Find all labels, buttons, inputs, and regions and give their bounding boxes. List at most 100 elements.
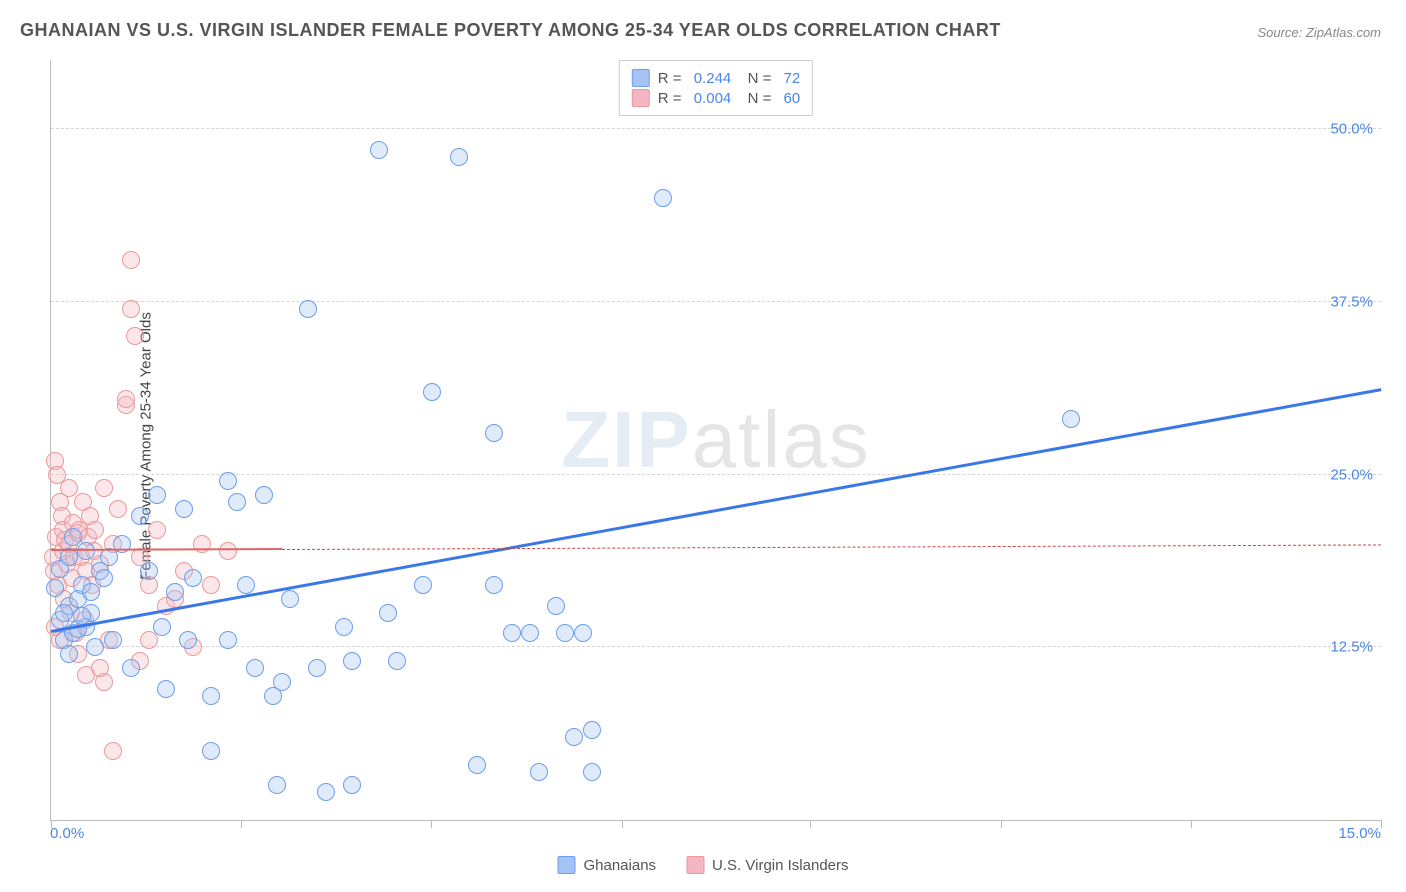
x-tick: [622, 820, 623, 828]
data-point: [184, 569, 202, 587]
stats-legend: R = 0.244 N = 72 R = 0.004 N = 60: [619, 60, 813, 116]
data-point: [95, 569, 113, 587]
gridline-h: [51, 128, 1381, 129]
trendline: [282, 544, 1381, 550]
data-point: [521, 624, 539, 642]
data-point: [202, 742, 220, 760]
y-tick-label: 12.5%: [1330, 639, 1373, 656]
gridline-h: [51, 646, 1381, 647]
swatch-series-0: [632, 69, 650, 87]
trendline: [51, 389, 1382, 634]
data-point: [140, 631, 158, 649]
data-point: [237, 576, 255, 594]
stats-r-0: 0.244: [694, 70, 732, 87]
data-point: [450, 148, 468, 166]
data-point: [55, 604, 73, 622]
data-point: [565, 728, 583, 746]
data-point: [574, 624, 592, 642]
data-point: [547, 597, 565, 615]
data-point: [131, 507, 149, 525]
data-point: [370, 141, 388, 159]
x-tick: [810, 820, 811, 828]
data-point: [202, 576, 220, 594]
chart-container: GHANAIAN VS U.S. VIRGIN ISLANDER FEMALE …: [0, 0, 1406, 892]
data-point: [1062, 410, 1080, 428]
data-point: [281, 590, 299, 608]
data-point: [268, 776, 286, 794]
data-point: [166, 583, 184, 601]
legend-label-0: Ghanaians: [583, 857, 656, 874]
swatch-series-1: [632, 89, 650, 107]
stats-n-1: 60: [784, 90, 801, 107]
bottom-legend: Ghanaians U.S. Virgin Islanders: [557, 856, 848, 874]
data-point: [122, 251, 140, 269]
legend-swatch-1: [686, 856, 704, 874]
plot-area: ZIPatlas R = 0.244 N = 72 R = 0.004 N = …: [50, 60, 1381, 821]
legend-item-0: Ghanaians: [557, 856, 656, 874]
x-tick: [241, 820, 242, 828]
data-point: [46, 579, 64, 597]
chart-title: GHANAIAN VS U.S. VIRGIN ISLANDER FEMALE …: [20, 20, 1001, 41]
data-point: [255, 486, 273, 504]
data-point: [86, 638, 104, 656]
data-point: [273, 673, 291, 691]
stats-n-label: N =: [739, 70, 775, 87]
gridline-h: [51, 301, 1381, 302]
data-point: [414, 576, 432, 594]
data-point: [343, 652, 361, 670]
data-point: [60, 479, 78, 497]
data-point: [82, 583, 100, 601]
data-point: [379, 604, 397, 622]
data-point: [117, 390, 135, 408]
data-point: [308, 659, 326, 677]
data-point: [126, 327, 144, 345]
data-point: [219, 472, 237, 490]
legend-swatch-0: [557, 856, 575, 874]
stats-row-0: R = 0.244 N = 72: [632, 69, 800, 87]
stats-row-1: R = 0.004 N = 60: [632, 89, 800, 107]
data-point: [219, 631, 237, 649]
data-point: [530, 763, 548, 781]
data-point: [468, 756, 486, 774]
gridline-h: [51, 474, 1381, 475]
data-point: [109, 500, 127, 518]
stats-n-0: 72: [784, 70, 801, 87]
y-tick-label: 25.0%: [1330, 466, 1373, 483]
stats-r-label: R =: [658, 70, 686, 87]
data-point: [122, 300, 140, 318]
data-point: [485, 424, 503, 442]
x-tick: [431, 820, 432, 828]
trendline: [51, 548, 282, 551]
data-point: [86, 521, 104, 539]
data-point: [122, 659, 140, 677]
data-point: [179, 631, 197, 649]
data-point: [583, 763, 601, 781]
data-point: [654, 189, 672, 207]
y-tick-label: 37.5%: [1330, 293, 1373, 310]
data-point: [175, 500, 193, 518]
data-point: [343, 776, 361, 794]
data-point: [60, 645, 78, 663]
x-tick: [1191, 820, 1192, 828]
stats-n-label: N =: [739, 90, 775, 107]
data-point: [95, 479, 113, 497]
data-point: [73, 607, 91, 625]
data-point: [388, 652, 406, 670]
data-point: [246, 659, 264, 677]
data-point: [503, 624, 521, 642]
data-point: [104, 631, 122, 649]
x-axis-label: 15.0%: [1338, 825, 1381, 842]
data-point: [299, 300, 317, 318]
x-tick: [1381, 820, 1382, 828]
data-point: [423, 383, 441, 401]
stats-r-1: 0.004: [694, 90, 732, 107]
data-point: [228, 493, 246, 511]
data-point: [77, 666, 95, 684]
data-point: [157, 680, 175, 698]
data-point: [140, 562, 158, 580]
data-point: [148, 486, 166, 504]
y-tick-label: 50.0%: [1330, 121, 1373, 138]
stats-r-label: R =: [658, 90, 686, 107]
data-point: [317, 783, 335, 801]
watermark: ZIPatlas: [561, 394, 870, 486]
